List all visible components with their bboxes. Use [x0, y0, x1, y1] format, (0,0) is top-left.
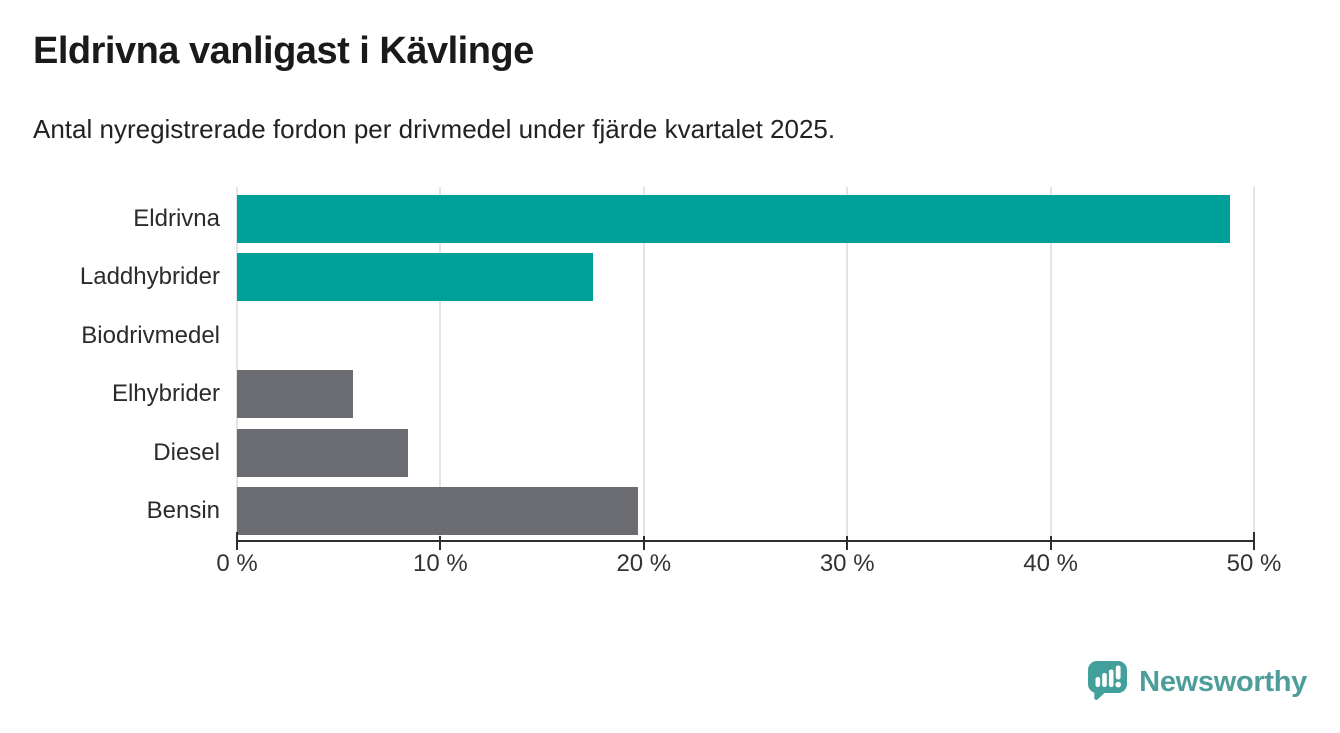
- chart-title: Eldrivna vanligast i Kävlinge: [33, 30, 534, 72]
- axis-tick-label: 50 %: [1226, 550, 1282, 577]
- gridline: [1049, 187, 1052, 541]
- bar-row: Elhybrider: [0, 370, 1254, 419]
- category-label: Elhybrider: [111, 380, 220, 408]
- category-label: Laddhybrider: [79, 263, 220, 291]
- bar-row: Laddhybrider: [0, 253, 1254, 302]
- axis-tick-label: 40 %: [1023, 550, 1078, 577]
- newsworthy-logo: Newsworthy: [1087, 660, 1307, 704]
- bar-eldrivna: [237, 195, 1230, 243]
- axis-tick: [1253, 532, 1255, 550]
- axis-tick: [1049, 536, 1052, 550]
- chart-subtitle: Antal nyregistrerade fordon per drivmede…: [33, 114, 836, 144]
- axis-tick-label: 0 %: [216, 550, 258, 577]
- axis-tick: [846, 536, 849, 550]
- x-axis: 0 % 10 % 20 % 30 % 40 % 50 %: [216, 532, 1281, 577]
- gridline: [439, 187, 442, 541]
- bar-row: Diesel: [0, 428, 1254, 477]
- bar-row: Biodrivmedel: [0, 312, 1254, 360]
- gridline: [236, 187, 238, 541]
- bar-laddhybrider: [237, 253, 593, 302]
- bar-row: Eldrivna: [0, 195, 1254, 243]
- category-label: Diesel: [153, 438, 220, 466]
- axis-tick: [439, 536, 442, 550]
- newsworthy-wordmark: Newsworthy: [1139, 665, 1307, 698]
- category-label: Eldrivna: [133, 205, 220, 232]
- plot-area: [236, 187, 1255, 541]
- bar-rows: Eldrivna Laddhybrider Biodrivmedel Elhybrid…: [0, 187, 1254, 541]
- bar-diesel: [237, 428, 408, 477]
- category-label: Bensin: [146, 497, 220, 524]
- bar-bensin: [237, 487, 638, 535]
- bar-row: Bensin: [0, 487, 1254, 535]
- axis-tick-label: 20 %: [616, 550, 672, 577]
- gridline: [1253, 187, 1255, 541]
- gridline: [642, 187, 645, 541]
- axis-tick: [236, 532, 238, 550]
- axis-tick-label: 30 %: [819, 550, 875, 577]
- gridline: [846, 187, 849, 541]
- axis-tick: [642, 536, 645, 550]
- category-label: Biodrivmedel: [81, 321, 220, 349]
- axis-tick-label: 10 %: [413, 550, 468, 577]
- bar-elhybrider: [237, 370, 353, 419]
- newsworthy-logo-icon: [1088, 661, 1128, 700]
